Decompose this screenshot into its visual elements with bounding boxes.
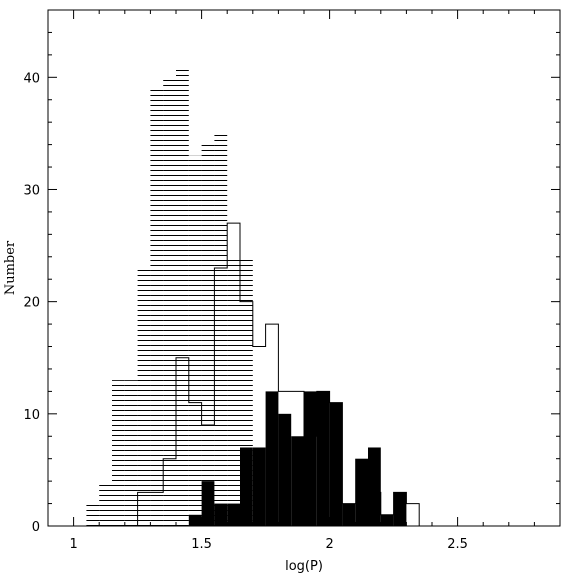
hatched-histogram-series — [86, 66, 253, 527]
solid-bar — [393, 492, 407, 526]
y-axis-label: Number — [3, 240, 18, 295]
hatched-bar — [86, 503, 100, 526]
x-tick-label: 1 — [69, 537, 77, 552]
y-tick-label: 30 — [23, 183, 40, 198]
hatched-bar — [201, 144, 215, 526]
hatched-bar — [227, 256, 240, 526]
x-tick-label: 2.5 — [447, 537, 468, 552]
x-tick-label: 1.5 — [191, 537, 212, 552]
axis-ticks — [48, 10, 560, 527]
solid-bar — [188, 514, 202, 526]
solid-bar — [342, 503, 356, 526]
outline-histogram-series — [137, 222, 420, 526]
solid-bar — [252, 447, 266, 526]
hatched-bar — [112, 380, 125, 526]
solid-bar — [227, 503, 240, 526]
outline-histogram-step — [137, 222, 420, 526]
solid-bar — [265, 391, 279, 526]
y-tick-label: 40 — [23, 71, 40, 86]
solid-bar — [304, 391, 317, 526]
hatched-bar — [163, 77, 176, 526]
x-axis-label: log(P) — [285, 559, 323, 574]
y-tick-label: 20 — [23, 296, 40, 311]
hatched-bar — [124, 380, 138, 526]
solid-bar — [355, 458, 368, 526]
solid-bar — [201, 481, 215, 526]
y-tick-labels: 0 10 20 30 40 — [23, 71, 40, 535]
solid-bar — [368, 447, 381, 526]
hatched-bar — [188, 155, 202, 526]
hatched-bar — [214, 133, 228, 527]
x-tick-label: 2 — [325, 537, 333, 552]
x-tick-labels: 1 1.5 2 2.5 — [69, 537, 467, 552]
solid-bar — [380, 514, 394, 526]
solid-bar — [329, 402, 343, 526]
solid-bar — [291, 436, 304, 526]
hatched-bar — [137, 268, 151, 526]
hatched-bar — [176, 66, 189, 526]
hatched-bar — [150, 88, 164, 527]
hatched-bar — [99, 481, 112, 526]
solid-histogram-series — [188, 391, 407, 526]
solid-bar — [278, 413, 292, 526]
y-tick-label: 0 — [32, 520, 40, 535]
y-tick-label: 10 — [23, 408, 40, 423]
solid-bar — [240, 447, 253, 526]
solid-bar — [316, 391, 330, 526]
solid-bar — [214, 503, 228, 526]
